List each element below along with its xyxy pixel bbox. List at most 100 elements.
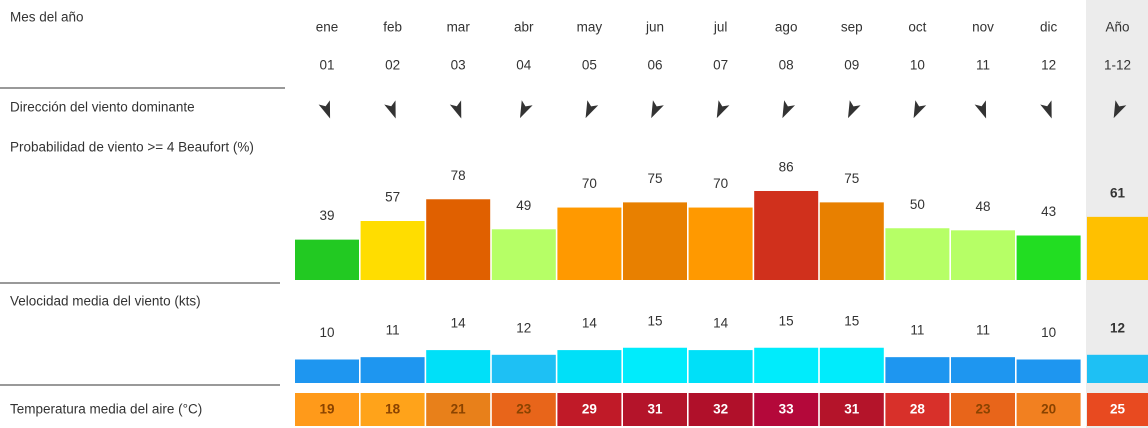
temperature-label: 31	[844, 402, 860, 417]
probability-label: 50	[910, 197, 925, 212]
probability-bar	[1016, 235, 1081, 280]
probability-label: 39	[319, 208, 334, 223]
probability-label: 61	[1110, 185, 1126, 200]
wind-direction-arrow	[913, 100, 927, 119]
speed-label: 11	[386, 323, 400, 338]
speed-bar	[360, 357, 425, 383]
speed-bar	[688, 350, 753, 383]
temperature-cell	[295, 393, 359, 426]
wind-direction-arrow	[318, 100, 331, 119]
temperature-cell	[426, 393, 491, 426]
wind-direction-arrow	[651, 100, 664, 119]
wind-direction-arrow	[1040, 100, 1052, 119]
month-name: sep	[841, 20, 863, 35]
month-name: abr	[514, 20, 534, 35]
speed-label: 15	[647, 313, 662, 328]
temperature-cell	[754, 393, 819, 426]
temperature-label: 33	[779, 402, 795, 417]
month-number: 07	[713, 58, 728, 73]
temperature-cell	[1087, 393, 1148, 426]
speed-bar	[295, 359, 359, 383]
month-name: jul	[713, 20, 728, 35]
speed-bar	[885, 357, 950, 383]
temperature-label: 28	[910, 402, 926, 417]
temperature-label: 23	[516, 402, 532, 417]
month-number: 02	[385, 58, 400, 73]
probability-bar	[295, 239, 359, 280]
probability-label: 49	[516, 198, 531, 213]
speed-label: 10	[1041, 325, 1056, 340]
probability-bar	[623, 202, 687, 280]
temperature-cell	[885, 393, 950, 426]
speed-label: 14	[451, 316, 467, 331]
wind-direction-arrow	[449, 100, 462, 119]
month-name: nov	[972, 20, 994, 35]
speed-bar	[1016, 359, 1081, 383]
wind-direction-arrow	[974, 100, 987, 119]
month-number: 08	[779, 58, 794, 73]
temperature-cell	[819, 393, 884, 426]
temperature-cell	[1016, 393, 1081, 426]
probability-bar	[491, 229, 556, 280]
speed-bar	[623, 347, 687, 383]
speed-label: 10	[319, 325, 334, 340]
temperature-label: 31	[647, 402, 663, 417]
probability-label: 57	[385, 190, 400, 205]
speed-label: 15	[844, 313, 859, 328]
speed-label: 11	[910, 323, 924, 338]
probability-bar	[688, 207, 753, 280]
speed-bar	[754, 347, 819, 383]
month-number: 11	[976, 58, 990, 73]
probability-label: 48	[975, 199, 990, 214]
month-name: dic	[1040, 20, 1058, 35]
month-name: ago	[775, 20, 798, 35]
month-number: 12	[1041, 58, 1056, 73]
temperature-cell	[491, 393, 556, 426]
row-label: Dirección del viento dominante	[10, 100, 195, 115]
temperature-label: 25	[1110, 402, 1126, 417]
probability-bar	[754, 190, 819, 280]
temperature-cell	[951, 393, 1015, 426]
speed-label: 12	[516, 320, 531, 335]
header-label: Mes del año	[10, 10, 84, 25]
temperature-label: 32	[713, 402, 728, 417]
wind-direction-arrow	[716, 100, 730, 119]
probability-bar	[426, 199, 491, 280]
row-label: Probabilidad de viento >= 4 Beaufort (%)	[10, 140, 254, 155]
probability-bar	[951, 230, 1015, 280]
speed-bar	[819, 347, 884, 383]
month-name: may	[577, 20, 603, 35]
probability-bar	[819, 202, 884, 280]
month-number: 03	[451, 58, 466, 73]
month-number: 1-12	[1104, 58, 1131, 73]
speed-label: 12	[1110, 320, 1125, 335]
probability-bar	[885, 228, 950, 280]
month-number: 10	[910, 58, 925, 73]
speed-bar	[951, 357, 1015, 383]
row-label: Temperatura media del aire (°C)	[10, 402, 202, 417]
temperature-label: 19	[319, 402, 334, 417]
wind-direction-arrow	[384, 100, 396, 119]
month-name: oct	[908, 20, 926, 35]
month-name: mar	[447, 20, 471, 35]
month-number: 06	[647, 58, 662, 73]
month-name: feb	[383, 20, 402, 35]
wind-direction-arrow	[1113, 100, 1127, 119]
wind-direction-arrow	[585, 100, 599, 119]
temperature-cell	[557, 393, 622, 426]
month-number: 09	[844, 58, 859, 73]
probability-label: 70	[582, 176, 597, 191]
speed-bar	[557, 350, 622, 383]
month-number: 05	[582, 58, 597, 73]
probability-label: 86	[779, 160, 794, 175]
probability-bar	[360, 221, 425, 280]
speed-label: 11	[976, 323, 990, 338]
speed-label: 14	[713, 316, 729, 331]
speed-bar	[491, 354, 556, 383]
month-name: Año	[1105, 20, 1129, 35]
speed-bar	[426, 350, 491, 383]
temperature-cell	[360, 393, 425, 426]
month-number: 04	[516, 58, 532, 73]
probability-label: 75	[647, 171, 662, 186]
